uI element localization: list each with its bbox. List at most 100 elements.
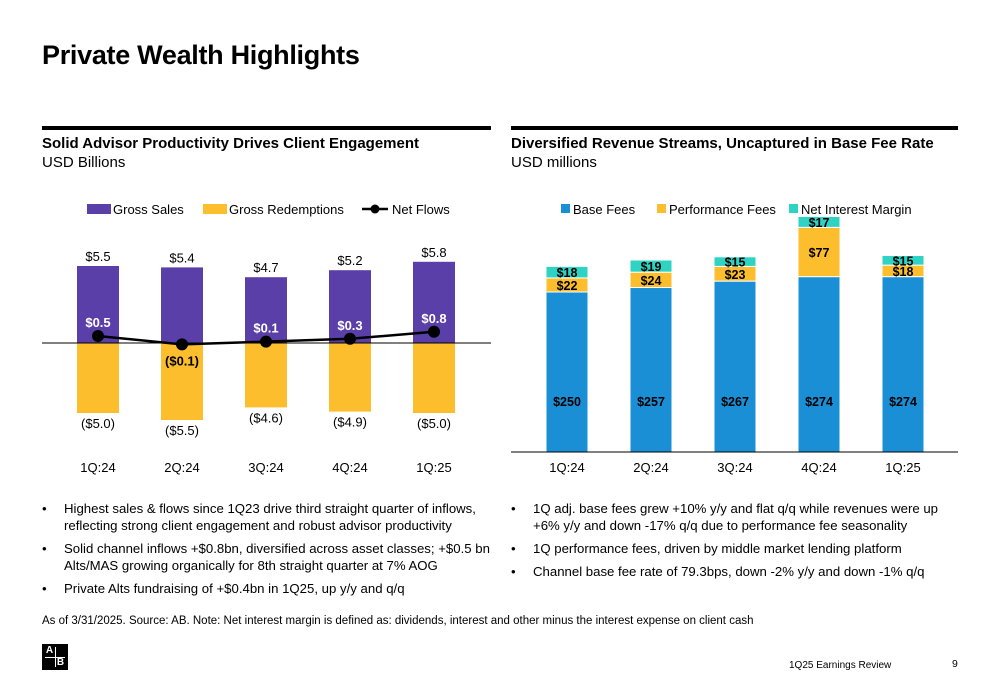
legend-swatch: [87, 204, 111, 214]
x-tick-label: 1Q:25: [885, 460, 920, 475]
data-label-base-fees: $274: [889, 395, 917, 409]
bar-gross-redemptions: [413, 343, 455, 413]
bar-net-interest-margin: [713, 256, 757, 267]
bullet-item: Highest sales & flows since 1Q23 drive t…: [42, 500, 491, 534]
data-label-sales: $4.7: [253, 260, 278, 275]
left-bullets: Highest sales & flows since 1Q23 drive t…: [42, 500, 491, 603]
bar-net-interest-margin: [881, 255, 925, 266]
page-title: Private Wealth Highlights: [42, 40, 360, 70]
x-tick-label: 3Q:24: [717, 460, 752, 475]
data-label-performance-fees: $77: [809, 246, 830, 260]
data-label-redemptions: ($4.9): [333, 415, 367, 430]
legend-label: Net Interest Margin: [801, 202, 912, 217]
data-label-redemptions: ($5.5): [165, 423, 199, 438]
data-label-net-flows: $0.1: [253, 321, 278, 336]
footer-label: 1Q25 Earnings Review: [789, 660, 892, 671]
bar-net-interest-margin: [797, 215, 841, 228]
x-tick-label: 4Q:24: [332, 460, 367, 475]
data-label-base-fees: $250: [553, 395, 581, 409]
data-label-net-interest-margin: $17: [809, 216, 830, 230]
bullet-item: 1Q performance fees, driven by middle ma…: [511, 540, 958, 557]
left-panel-title: Solid Advisor Productivity Drives Client…: [42, 135, 420, 152]
bullet-item: Channel base fee rate of 79.3bps, down -…: [511, 563, 958, 580]
legend-label: Performance Fees: [669, 202, 776, 217]
bar-performance-fees: [797, 226, 841, 278]
bar-base-fees: [545, 291, 589, 453]
data-label-base-fees: $257: [637, 395, 665, 409]
ab-logo: A B: [42, 644, 68, 670]
legend-marker-swatch: [370, 204, 380, 214]
footnote: As of 3/31/2025. Source: AB. Note: Net i…: [42, 615, 754, 627]
bar-net-interest-margin: [545, 265, 589, 279]
right-panel-title: Diversified Revenue Streams, Uncaptured …: [511, 135, 934, 152]
bar-gross-sales: [329, 270, 371, 343]
logo-divider: [54, 647, 56, 667]
bar-gross-redemptions: [161, 343, 203, 420]
legend-swatch: [789, 204, 798, 213]
x-tick-label: 2Q:24: [633, 460, 668, 475]
data-label-performance-fees: $18: [893, 265, 914, 279]
net-flows-point: [176, 338, 188, 351]
right-bullets: 1Q adj. base fees grew +10% y/y and flat…: [511, 500, 958, 586]
data-label-net-flows: $0.5: [85, 315, 110, 330]
right-panel-rule: [511, 126, 958, 130]
bullet-item: Private Alts fundraising of +$0.4bn in 1…: [42, 580, 491, 597]
data-label-net-flows: $0.8: [421, 311, 446, 326]
net-flows-point: [92, 330, 104, 342]
x-tick-label: 4Q:24: [801, 460, 836, 475]
bullet-item: Solid channel inflows +$0.8bn, diversifi…: [42, 540, 491, 574]
legend-swatch: [203, 204, 227, 214]
x-tick-label: 1Q:24: [549, 460, 584, 475]
net-flows-point: [344, 332, 356, 345]
bar-base-fees: [797, 276, 841, 453]
legend-swatch: [561, 204, 570, 213]
data-label-net-flows: ($0.1): [165, 353, 199, 368]
x-tick-label: 1Q:24: [80, 460, 115, 475]
x-tick-label: 1Q:25: [416, 460, 451, 475]
bar-base-fees: [881, 276, 925, 453]
net-flows-point: [428, 325, 440, 338]
legend-label: Net Flows: [392, 202, 450, 217]
data-label-base-fees: $274: [805, 395, 833, 409]
data-label-sales: $5.2: [337, 253, 362, 268]
logo-letter-b: B: [56, 657, 65, 668]
bullet-item: 1Q adj. base fees grew +10% y/y and flat…: [511, 500, 958, 534]
data-label-net-interest-margin: $19: [641, 260, 662, 274]
data-label-net-interest-margin: $18: [557, 266, 578, 280]
left-panel-rule: [42, 126, 491, 130]
data-label-base-fees: $267: [721, 395, 749, 409]
bar-gross-sales: [245, 277, 287, 343]
legend-swatch: [657, 204, 666, 213]
x-tick-label: 2Q:24: [164, 460, 199, 475]
data-label-redemptions: ($5.0): [81, 416, 115, 431]
bar-gross-redemptions: [77, 343, 119, 413]
x-tick-label: 3Q:24: [248, 460, 283, 475]
data-label-performance-fees: $24: [641, 274, 662, 288]
data-label-sales: $5.8: [421, 245, 446, 260]
bar-gross-redemptions: [329, 343, 371, 412]
bar-net-interest-margin: [629, 259, 673, 273]
legend-label: Gross Sales: [113, 202, 184, 217]
left-panel-subtitle: USD Billions: [42, 154, 126, 171]
data-label-performance-fees: $22: [557, 279, 578, 293]
data-label-redemptions: ($4.6): [249, 410, 283, 425]
data-label-redemptions: ($5.0): [417, 416, 451, 431]
data-label-sales: $5.4: [169, 250, 194, 265]
legend-label: Base Fees: [573, 202, 636, 217]
net-flows-point: [260, 335, 272, 348]
page-number: 9: [952, 658, 958, 670]
bar-base-fees: [629, 287, 673, 453]
right-panel-subtitle: USD millions: [511, 154, 597, 171]
bar-gross-redemptions: [245, 343, 287, 408]
bar-base-fees: [713, 280, 757, 453]
revenue-chart: Base Fees Performance Fees Net Interest Ma…: [511, 202, 958, 475]
data-label-sales: $5.5: [85, 249, 110, 264]
logo-letter-a: A: [45, 645, 54, 656]
data-label-performance-fees: $23: [725, 268, 746, 282]
data-label-net-interest-margin: $15: [893, 254, 914, 268]
data-label-net-flows: $0.3: [337, 318, 362, 333]
data-label-net-interest-margin: $15: [725, 256, 746, 270]
flows-chart: Gross Sales Gross Redemptions Net Flows $5.…: [42, 202, 491, 475]
legend-label: Gross Redemptions: [229, 202, 344, 217]
bar-gross-sales: [161, 267, 203, 343]
